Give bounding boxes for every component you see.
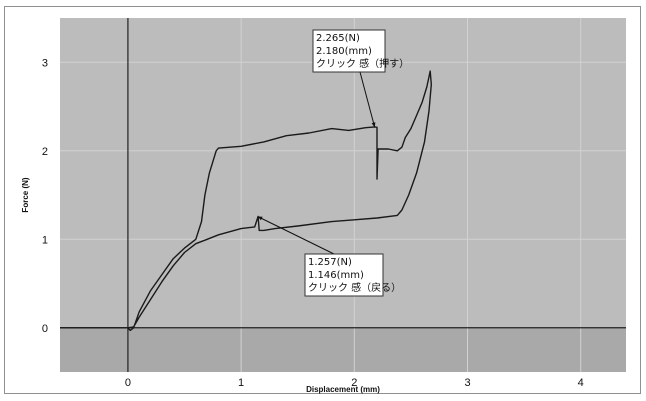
y-tick-label: 0 — [42, 323, 48, 335]
annotation-text: 1.146(mm) — [308, 270, 364, 281]
y-axis-label: Force (N) — [21, 177, 30, 212]
zero-axis-lines — [60, 18, 626, 372]
negative-region-band — [60, 327, 626, 372]
series-layer — [60, 70, 432, 332]
annotation-text: 1.257(N) — [308, 257, 352, 268]
annotation-text: クリック 感（戻る） — [308, 281, 401, 294]
annotation-box — [312, 29, 386, 73]
y-tick-label: 3 — [42, 57, 48, 69]
x-axis-label: Displacement (mm) — [306, 385, 380, 394]
series-line-1 — [60, 70, 432, 332]
annotation-arrowhead — [371, 122, 376, 128]
annotation-leader-line — [257, 216, 335, 255]
annotation-text: 2.180(mm) — [316, 46, 372, 57]
y-tick-label: 2 — [42, 146, 48, 158]
annotation-arrowhead — [257, 216, 263, 221]
plot-area — [60, 18, 626, 372]
x-tick-label: 1 — [238, 377, 244, 389]
annotation-text: クリック 感（押す） — [316, 57, 409, 70]
x-tick-label: 0 — [125, 377, 131, 389]
annotation-box — [304, 253, 384, 297]
x-tick-label: 4 — [578, 377, 584, 389]
y-tick-label: 1 — [42, 234, 48, 246]
x-tick-label: 2 — [351, 377, 357, 389]
x-tick-label: 3 — [464, 377, 470, 389]
plot-background — [60, 18, 626, 372]
tick-labels: 0 1 2 3 4 0 1 2 3 — [42, 57, 584, 389]
annotation-leader-line — [359, 71, 376, 128]
annotation-text: 2.265(N) — [316, 33, 360, 44]
grid-lines — [60, 18, 626, 372]
annotations-layer: 2.265(N) 2.180(mm)クリック 感（押す） 1.257(N) 1.146… — [257, 29, 409, 297]
